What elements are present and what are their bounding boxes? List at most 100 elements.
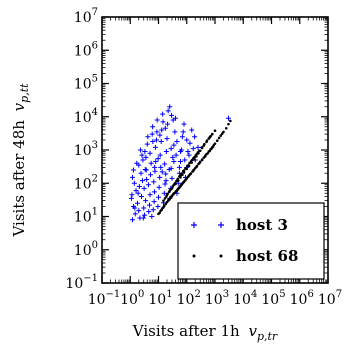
x-tick-label: 106 bbox=[290, 289, 314, 308]
legend-marker-dot-glyph bbox=[192, 254, 196, 258]
tick-base: 10 bbox=[177, 292, 195, 308]
point-host-68 bbox=[184, 167, 187, 170]
tick-exponent: 3 bbox=[223, 289, 229, 300]
point-host-3 bbox=[143, 198, 149, 204]
point-host-3 bbox=[128, 195, 134, 201]
legend-box bbox=[177, 202, 325, 280]
point-host-3 bbox=[186, 152, 192, 158]
legend-marker-dot bbox=[192, 254, 223, 258]
tick-exponent: 1 bbox=[92, 207, 98, 218]
y-tick-label: 100 bbox=[74, 240, 98, 259]
point-host-68 bbox=[184, 177, 188, 181]
y-axis-label-subscript: p,tt bbox=[18, 83, 31, 103]
legend-marker-plus-glyph bbox=[218, 222, 224, 228]
point-host-68 bbox=[198, 161, 201, 165]
point-host-68 bbox=[210, 132, 214, 136]
point-host-3 bbox=[153, 159, 159, 165]
x-tick-labels: 10−1 100 101 102 103 104 105 106 107 bbox=[88, 289, 342, 308]
point-host-3 bbox=[165, 108, 171, 114]
point-host-68 bbox=[195, 165, 198, 169]
point-host-68 bbox=[210, 147, 213, 150]
point-host-3 bbox=[187, 140, 193, 146]
x-tick-label: 101 bbox=[148, 289, 172, 308]
point-host-68 bbox=[208, 136, 212, 139]
tick-exponent: 5 bbox=[279, 289, 285, 300]
tick-exponent: 2 bbox=[92, 173, 98, 184]
tick-exponent: 3 bbox=[92, 140, 98, 151]
point-host-3 bbox=[157, 132, 163, 138]
point-host-3 bbox=[182, 157, 188, 163]
point-host-68 bbox=[180, 172, 183, 175]
point-host-3 bbox=[157, 174, 163, 180]
point-host-68 bbox=[172, 192, 175, 196]
x-tick-label: 107 bbox=[318, 289, 342, 308]
point-host-68 bbox=[160, 208, 164, 212]
tick-base: 10 bbox=[205, 292, 223, 308]
point-host-3 bbox=[141, 185, 147, 191]
y-tick-label: 107 bbox=[74, 7, 98, 26]
point-host-3 bbox=[138, 193, 144, 199]
point-host-3 bbox=[163, 171, 169, 177]
point-host-3 bbox=[143, 154, 149, 160]
point-host-3 bbox=[170, 154, 176, 160]
tick-exponent: 5 bbox=[92, 74, 98, 85]
point-host-68 bbox=[219, 134, 223, 137]
point-host-3 bbox=[156, 194, 161, 200]
point-host-68 bbox=[205, 139, 209, 143]
y-axis-label-text: Visits after 48h bbox=[10, 120, 28, 238]
point-host-3 bbox=[190, 146, 196, 152]
tick-base: 10 bbox=[65, 276, 83, 292]
point-host-3 bbox=[140, 215, 146, 221]
point-host-3 bbox=[142, 166, 148, 172]
point-host-68 bbox=[195, 152, 199, 156]
x-tick-label: 10−1 bbox=[88, 289, 121, 308]
point-host-68 bbox=[188, 173, 192, 176]
point-host-68 bbox=[167, 198, 171, 202]
point-host-3 bbox=[141, 205, 147, 211]
point-host-3 bbox=[145, 182, 151, 188]
point-host-3 bbox=[154, 137, 160, 143]
x-axis-label-text: Visits after 1h bbox=[132, 322, 240, 340]
point-host-3 bbox=[173, 152, 179, 158]
point-host-3 bbox=[155, 156, 161, 162]
point-host-68 bbox=[203, 155, 207, 158]
point-host-3 bbox=[151, 199, 157, 205]
point-host-68 bbox=[188, 161, 191, 165]
point-host-3 bbox=[134, 160, 140, 166]
point-host-3 bbox=[135, 190, 141, 196]
tick-base: 10 bbox=[88, 292, 106, 308]
point-host-68 bbox=[227, 122, 230, 126]
point-host-3 bbox=[155, 203, 161, 209]
point-host-3 bbox=[132, 211, 138, 217]
tick-base: 10 bbox=[120, 292, 138, 308]
point-host-3 bbox=[143, 167, 149, 173]
point-host-3 bbox=[166, 166, 172, 172]
point-host-3 bbox=[150, 124, 156, 130]
point-host-3 bbox=[160, 119, 166, 125]
points-layer bbox=[128, 104, 232, 223]
legend-marker-plus bbox=[191, 222, 224, 228]
tick-base: 10 bbox=[74, 110, 92, 126]
point-host-68 bbox=[211, 145, 215, 149]
tick-exponent: 2 bbox=[194, 289, 200, 300]
legend-marker-plus-glyph bbox=[191, 222, 197, 228]
x-tick-label: 105 bbox=[261, 289, 285, 308]
point-host-3 bbox=[164, 136, 170, 142]
point-host-68 bbox=[200, 158, 204, 162]
point-host-3 bbox=[152, 164, 158, 170]
point-host-68 bbox=[200, 146, 204, 149]
tick-exponent: 4 bbox=[251, 289, 257, 300]
point-host-3 bbox=[129, 192, 135, 198]
point-host-68 bbox=[203, 142, 206, 146]
legend: host 3 host 68 bbox=[177, 202, 325, 280]
point-host-3 bbox=[145, 134, 151, 140]
point-host-3 bbox=[162, 161, 168, 167]
y-tick-label: 105 bbox=[74, 74, 98, 93]
point-host-3 bbox=[129, 217, 135, 223]
y-tick-label: 103 bbox=[74, 140, 98, 159]
point-host-3 bbox=[195, 144, 201, 150]
x-tick-label: 104 bbox=[233, 289, 257, 308]
axis-ticks bbox=[101, 16, 329, 284]
